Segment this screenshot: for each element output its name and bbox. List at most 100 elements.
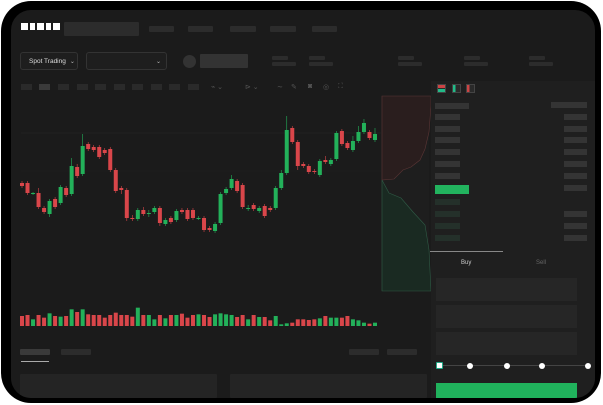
depth-chart [381,95,432,292]
candle [146,213,151,214]
pair-dropdown[interactable]: ⌄ [86,52,167,70]
volume-bar [350,319,355,326]
price-input[interactable] [436,278,577,301]
timeframe-button-active[interactable] [39,84,50,90]
nav-item[interactable] [270,26,296,32]
candle [273,188,278,208]
stat-value [309,62,333,66]
volume-bar [367,323,372,326]
ask-row[interactable] [435,126,460,132]
market-type-dropdown[interactable]: Spot Trading ⌄ [20,52,78,70]
ask-row[interactable] [435,173,460,179]
timeframe-button[interactable] [21,84,32,90]
candle [202,218,207,230]
slider-step-25[interactable] [467,363,473,369]
bid-row[interactable] [435,199,460,205]
okx-logo[interactable] [21,23,60,30]
timeframe-button[interactable] [95,84,106,90]
orderbook-header [551,102,587,108]
ask-row[interactable] [435,114,460,120]
chart-type-icon[interactable]: ⌁ ⌄ [211,84,224,91]
volume-bar [97,315,102,326]
stat-value [464,62,488,66]
nav-item[interactable] [149,26,174,32]
ask-row[interactable] [435,161,460,167]
volume-bar [25,315,30,326]
candle [86,144,91,149]
tab-buy[interactable]: Buy [461,260,472,266]
timeframe-button[interactable] [151,84,162,90]
candle [31,193,36,194]
chevron-down-icon: ⌄ [155,58,161,65]
slider-step-100[interactable] [585,363,591,369]
slider-step-50[interactable] [504,363,510,369]
timeframe-button[interactable] [169,84,180,90]
settings-icon[interactable]: ◎ [323,84,330,91]
filter-button[interactable] [349,349,379,355]
candle [268,208,273,210]
volume-bar [185,317,190,326]
leverage-slider-track[interactable] [439,365,589,366]
stat-label [464,56,480,60]
stat-value [529,62,553,66]
orderbook-asks-icon[interactable] [466,84,475,93]
slider-handle[interactable] [436,362,443,369]
candle [80,146,85,174]
nav-item[interactable] [312,26,337,32]
volume-bar [53,316,58,326]
indicator-icon[interactable]: ⊳ ⌄ [245,84,259,91]
bid-row-size [564,235,587,241]
orderbook-header [435,103,469,109]
bid-row[interactable] [435,211,460,217]
filter-button[interactable] [387,349,417,355]
volume-bar [58,316,63,326]
nav-item[interactable] [188,26,213,32]
candle [323,160,328,162]
ask-row[interactable] [435,137,460,143]
tab-order-history[interactable] [61,349,91,355]
candle [152,208,157,212]
timeframe-button[interactable] [58,84,69,90]
timeframe-button[interactable] [114,84,125,90]
timeframe-button[interactable] [77,84,88,90]
orderbook-bids-icon[interactable] [452,84,461,93]
volume-bar [130,316,135,326]
volume-bar [141,315,146,326]
tab-open-orders[interactable] [20,349,50,355]
candle [58,187,63,203]
total-input[interactable] [436,332,577,355]
volume-bar [20,316,24,326]
camera-icon[interactable]: ◙ [308,83,313,90]
candle [246,208,251,209]
slider-step-75[interactable] [539,363,545,369]
buy-submit-button[interactable] [436,383,577,398]
amount-input[interactable] [436,305,577,328]
volume-bar [213,314,218,326]
candlestick-chart[interactable] [11,10,595,398]
app-screen: Spot Trading ⌄ ⌄ ⌁ ⌄ ⊳ ⌄ ∼ ✎ ◙ ◎ ⛶ [11,10,595,398]
volume-bar [262,317,267,326]
ask-row[interactable] [435,149,460,155]
ask-row-size [564,126,587,132]
bid-row[interactable] [435,223,460,229]
timeframe-button[interactable] [188,84,199,90]
bid-row[interactable] [435,235,460,241]
ask-row-size [564,137,587,143]
pencil-icon[interactable]: ✎ [291,84,297,91]
fullscreen-icon[interactable]: ⛶ [338,83,343,90]
candle [207,228,212,230]
volume-bar [64,316,69,326]
candle [113,170,118,191]
volume-bar [86,314,91,326]
candle [196,218,201,219]
tab-sell[interactable]: Sell [536,260,547,266]
candle [306,166,311,172]
last-price-highlight [435,185,469,194]
candle [334,133,339,159]
search-bar-placeholder[interactable] [64,22,139,36]
nav-item[interactable] [230,26,256,32]
draw-line-icon[interactable]: ∼ [277,84,283,91]
timeframe-button[interactable] [132,84,143,90]
orderbook-both-icon[interactable] [437,84,446,93]
